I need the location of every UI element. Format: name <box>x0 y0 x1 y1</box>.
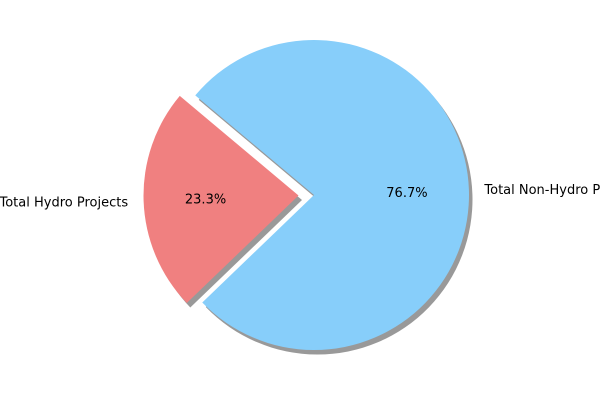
pie-slice-non-hydro <box>195 39 470 350</box>
pie-percent-label: 23.3% <box>185 193 226 208</box>
pie-slice-hydro <box>143 95 299 303</box>
pie-label-layer: 23.3% Total Hydro Projects 76.7% Total Non-… <box>0 183 600 210</box>
pie-percent-label: 76.7% <box>386 186 427 201</box>
pie-category-label: Total Non-Hydro Projects <box>483 183 600 198</box>
pie-category-label: Total Hydro Projects <box>0 195 128 210</box>
pie-slice-layer <box>143 39 470 350</box>
